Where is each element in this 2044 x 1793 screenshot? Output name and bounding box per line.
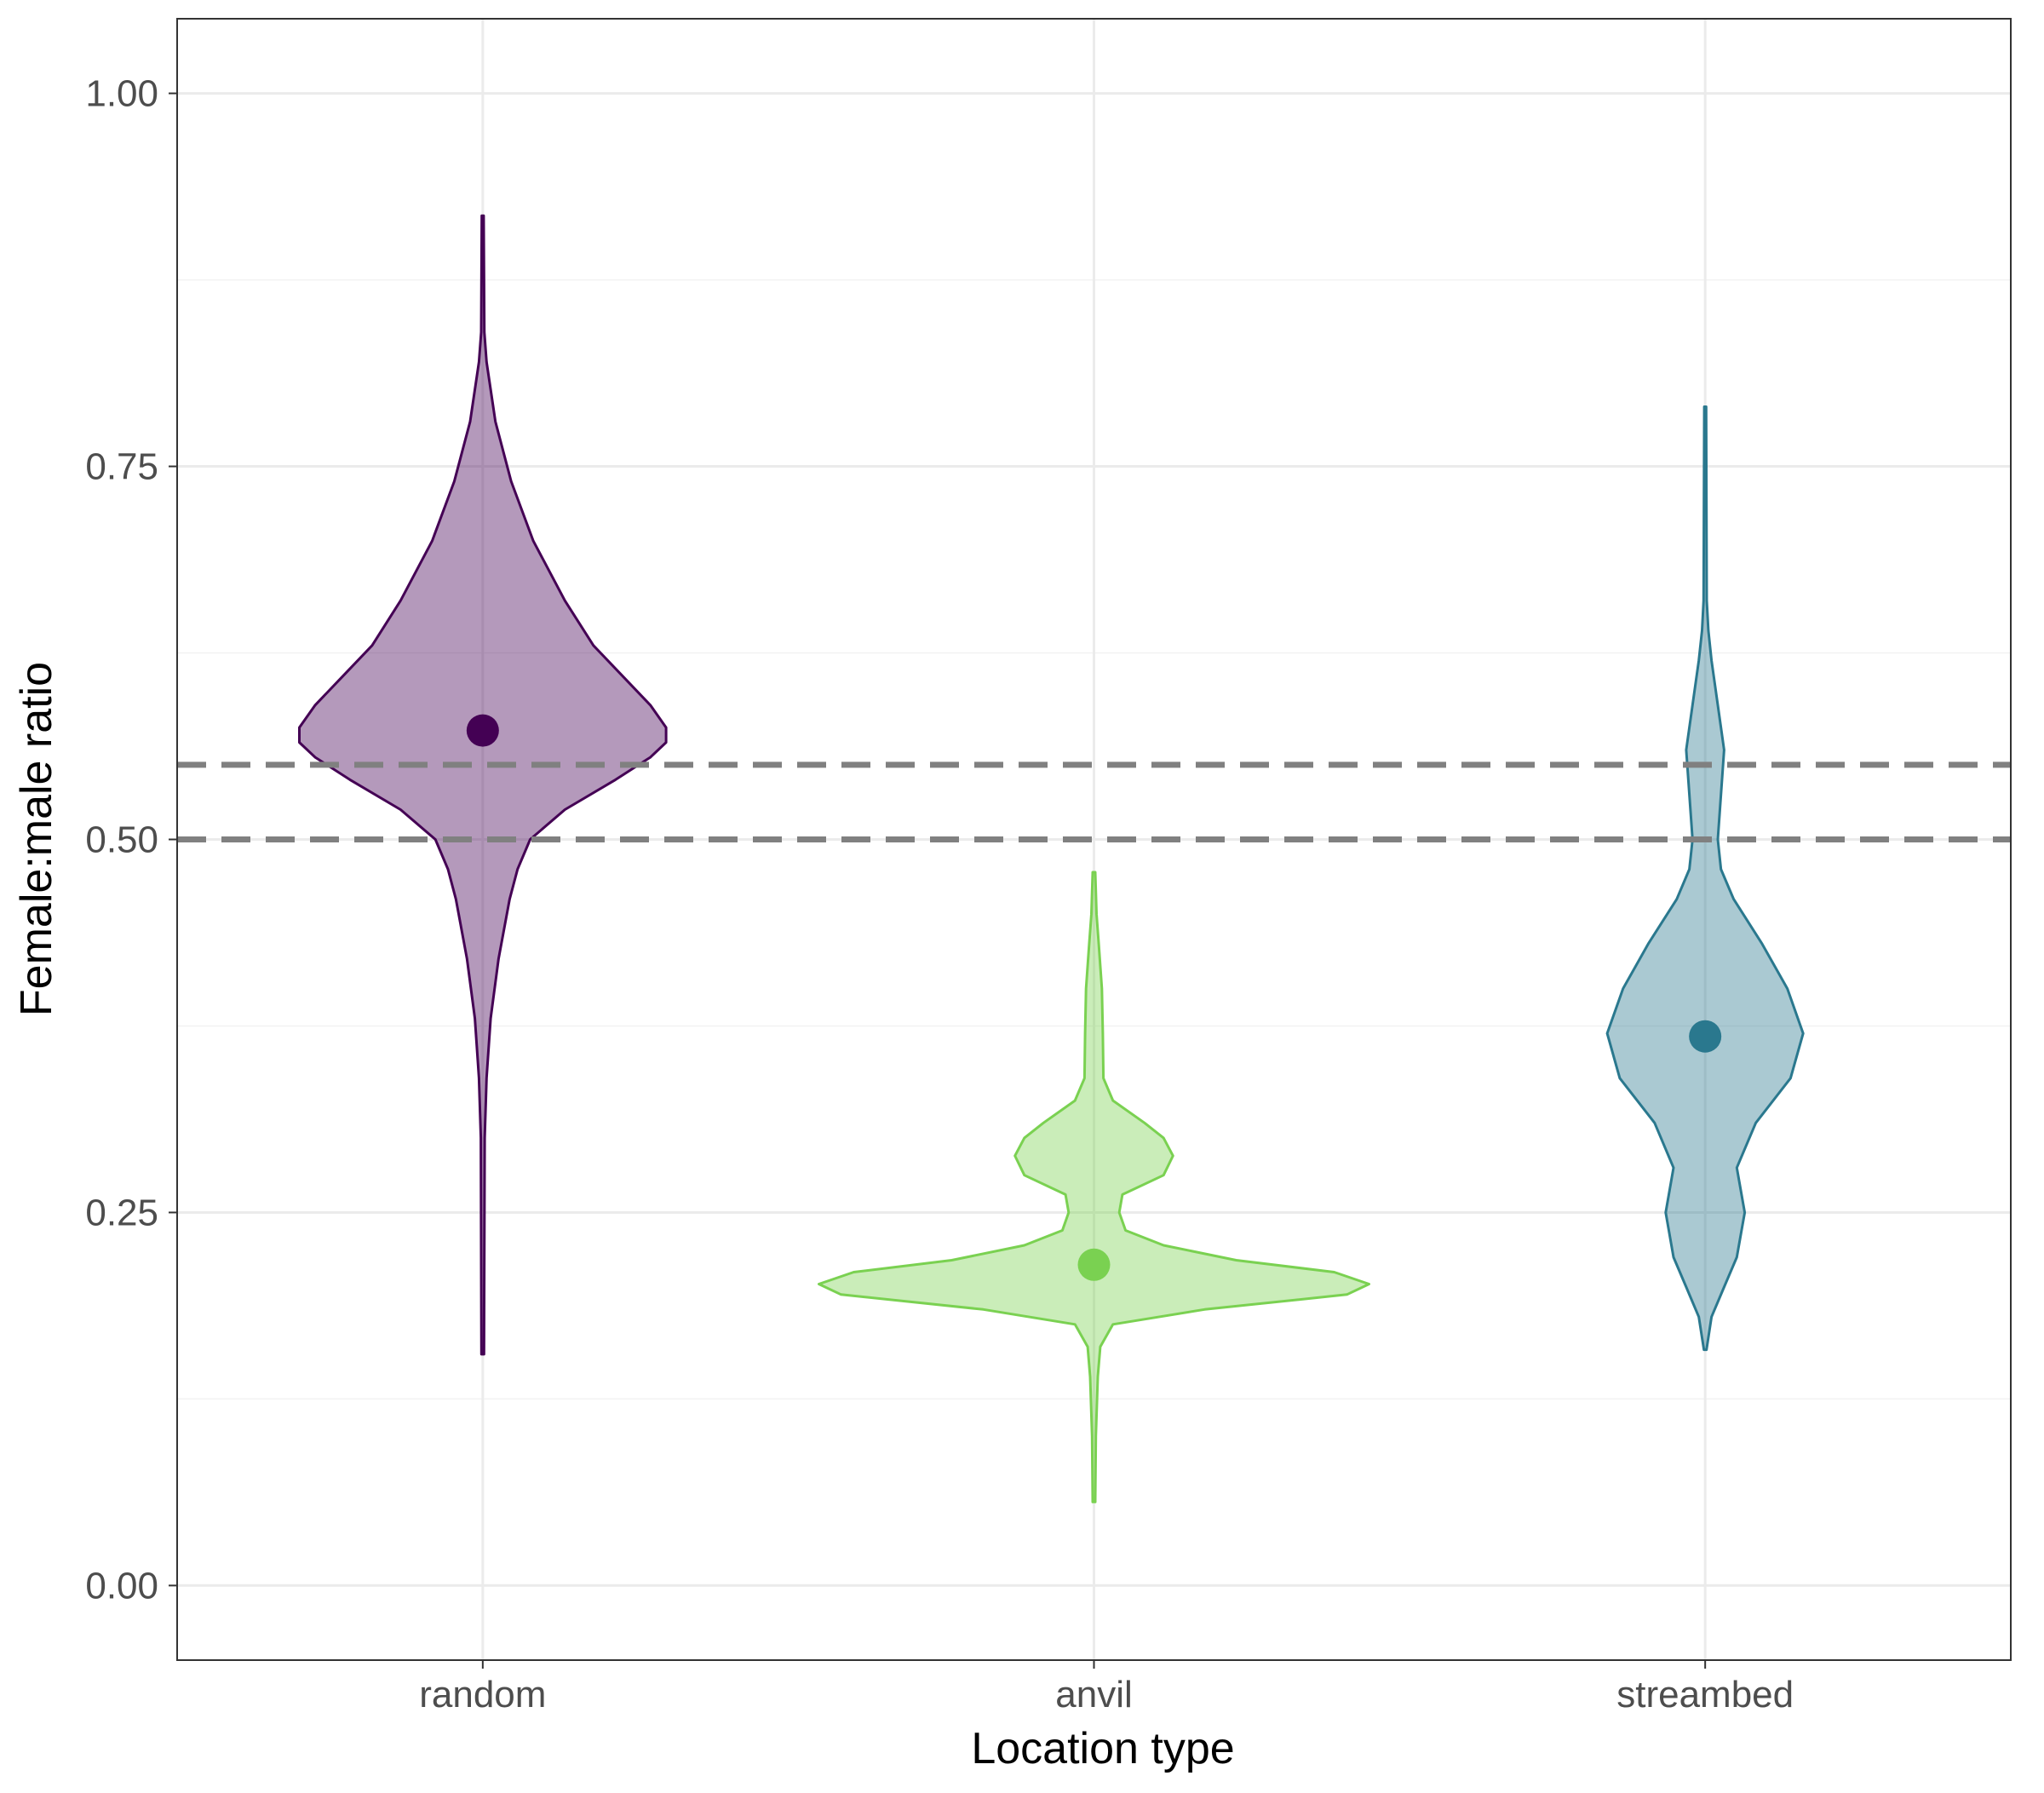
y-tick-label: 0.75 [85, 446, 158, 488]
point-anvil [1077, 1248, 1111, 1281]
x-axis-title: Location type [971, 1724, 1234, 1773]
y-tick-label: 0.00 [85, 1565, 158, 1606]
x-axis: random anvil streambed [419, 1660, 1794, 1715]
point-streambed [1689, 1020, 1722, 1053]
x-tick-label: anvil [1055, 1674, 1133, 1715]
violin-streambed [1605, 405, 1805, 1352]
median-points [466, 714, 1722, 1281]
y-axis: 0.00 0.25 0.50 0.75 1.00 [85, 73, 177, 1606]
violin-anvil [818, 871, 1370, 1503]
y-tick-label: 0.25 [85, 1192, 158, 1233]
y-tick-label: 1.00 [85, 73, 158, 115]
grid [177, 19, 2011, 1660]
y-tick-label: 0.50 [85, 819, 158, 861]
reference-lines [177, 761, 2011, 842]
violins [298, 214, 1805, 1503]
y-axis-title: Female:male ratio [12, 662, 61, 1016]
x-tick-label: random [419, 1674, 546, 1715]
x-tick-label: streambed [1616, 1674, 1794, 1715]
point-random [466, 714, 499, 747]
violin-random [298, 214, 668, 1356]
